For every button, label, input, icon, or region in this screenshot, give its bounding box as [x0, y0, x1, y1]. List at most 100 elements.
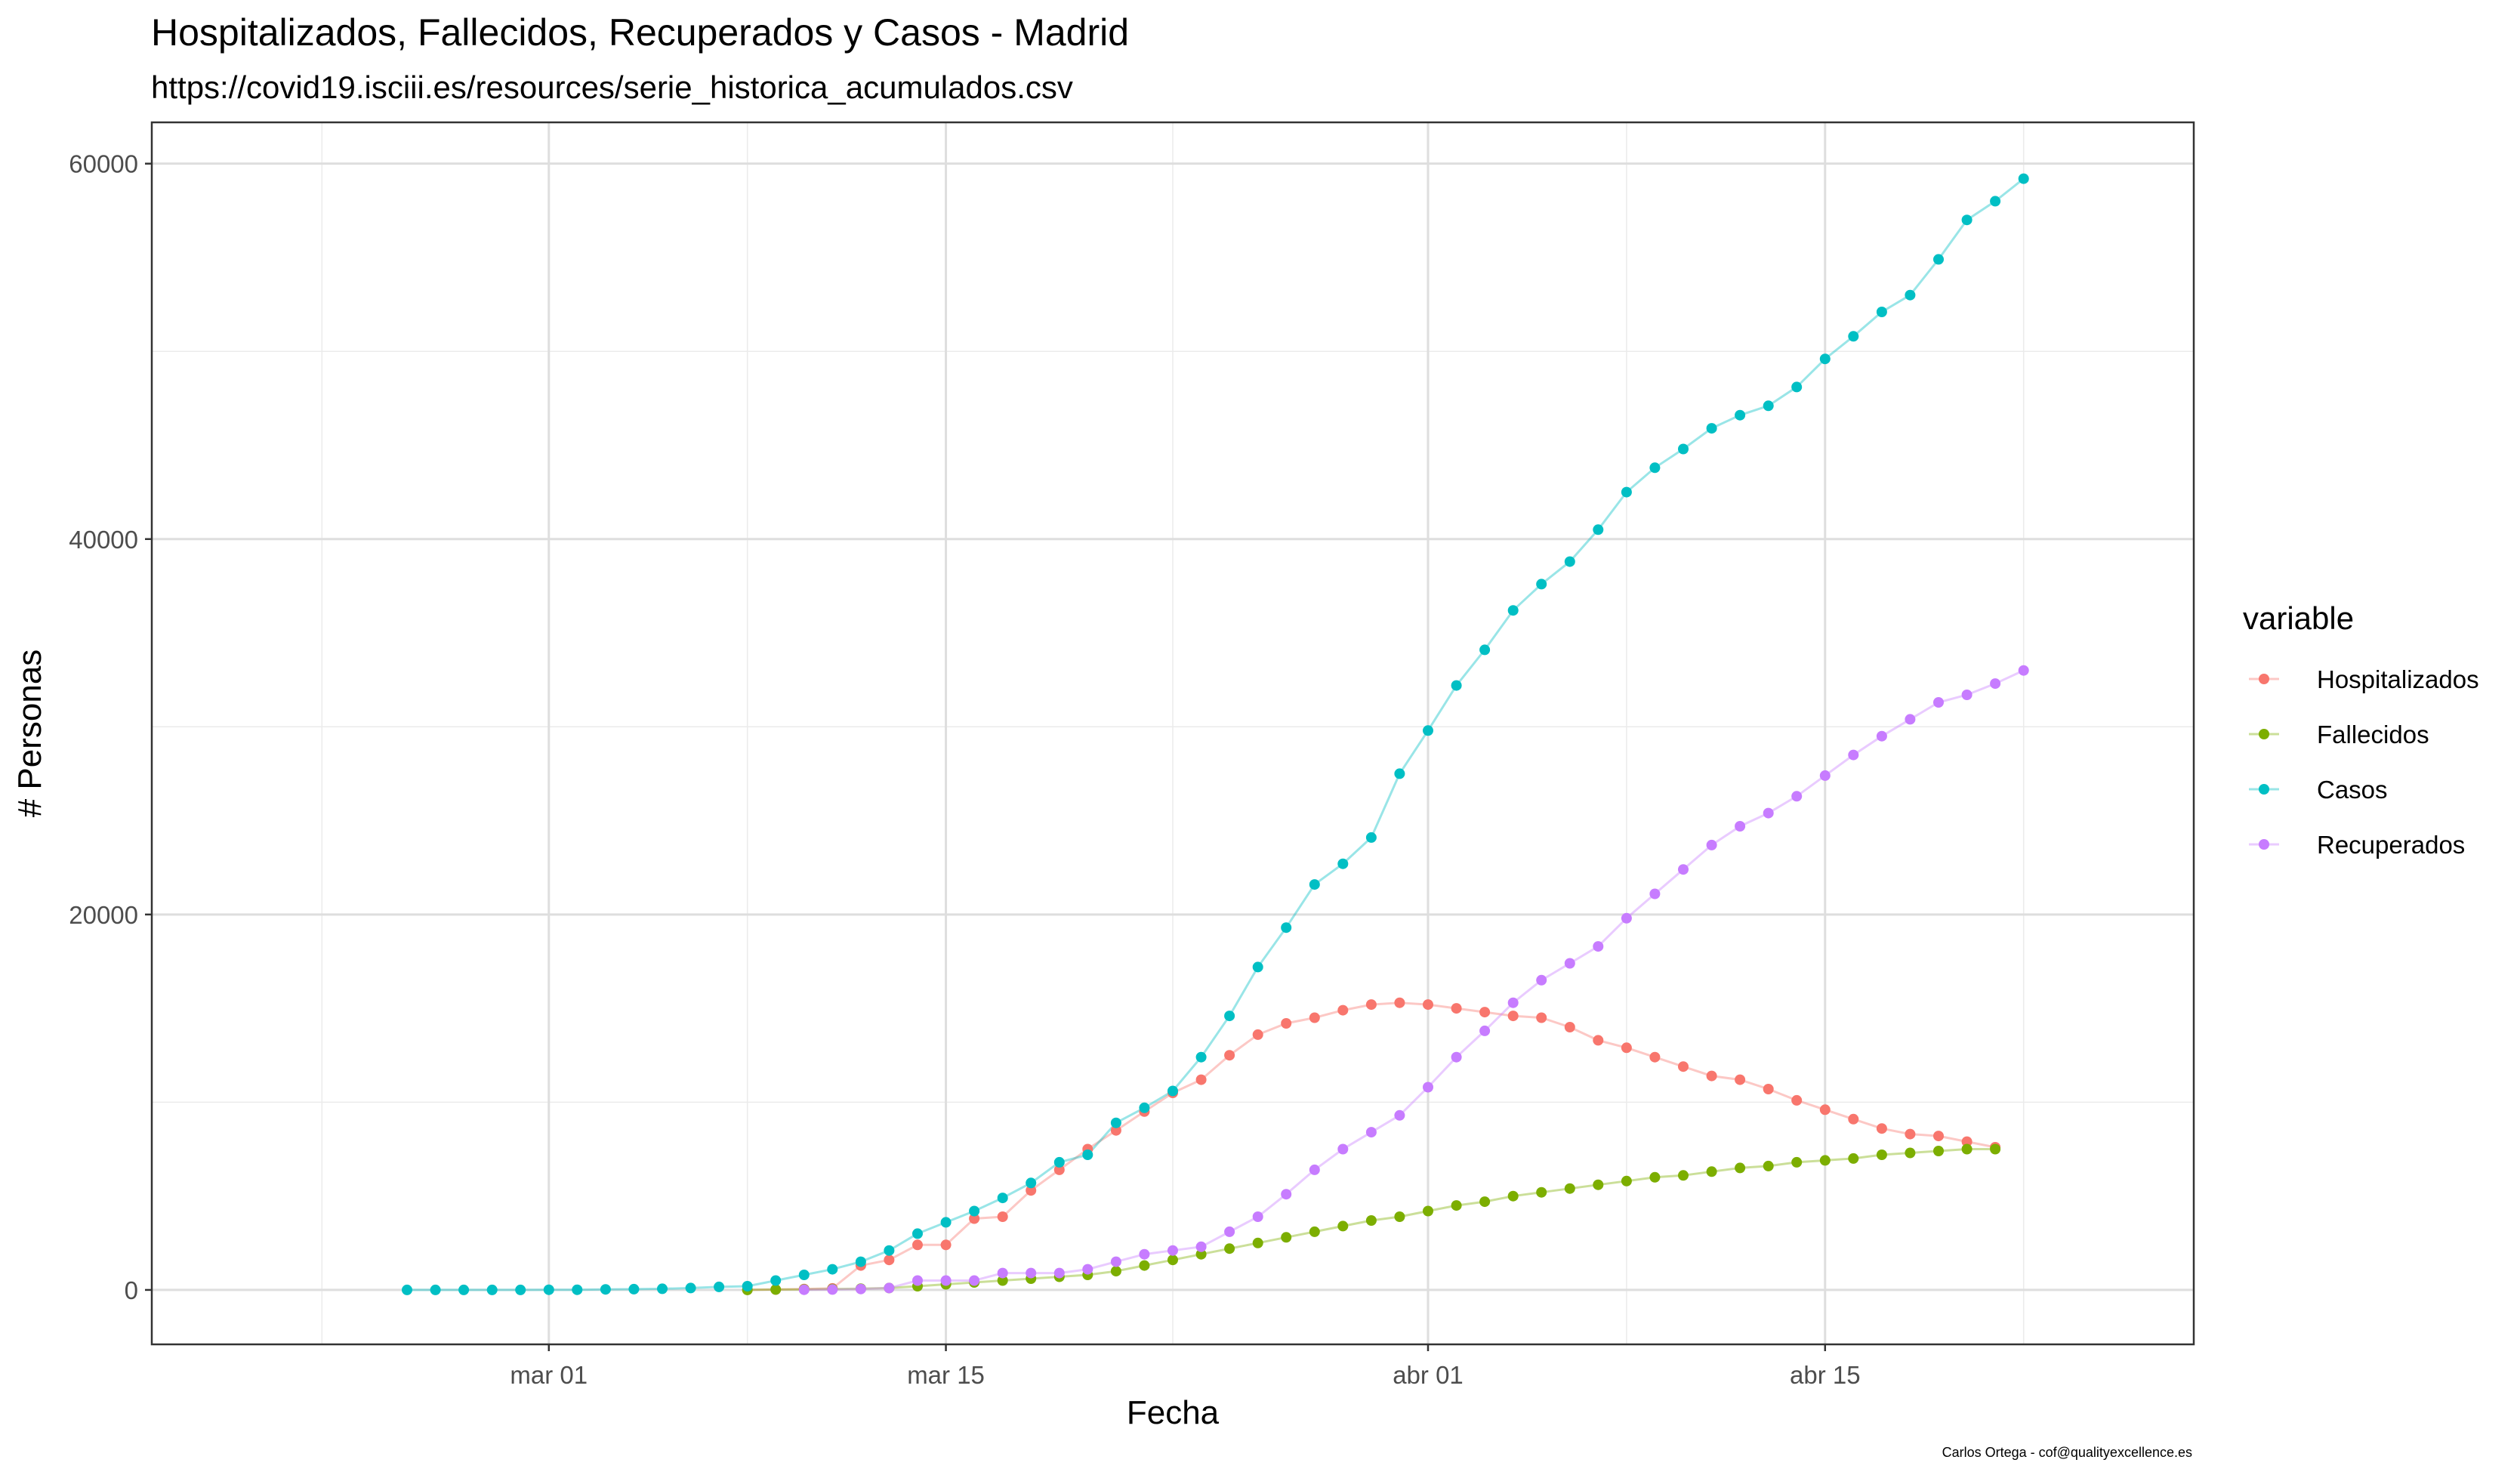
data-point-recuperados: [1479, 1025, 1491, 1036]
data-point-casos: [1990, 196, 2001, 207]
data-point-recuperados: [1763, 807, 1774, 819]
data-point-casos: [940, 1217, 952, 1228]
data-point-casos: [1167, 1085, 1178, 1097]
data-point-hospitalizados: [940, 1239, 952, 1251]
data-point-casos: [1649, 462, 1661, 474]
data-point-fallecidos: [1848, 1153, 1859, 1164]
data-point-fallecidos: [1536, 1187, 1547, 1198]
legend-key-point-fallecidos: [2259, 729, 2269, 739]
data-point-recuperados: [1706, 839, 1717, 850]
data-point-casos: [1110, 1117, 1121, 1128]
data-point-casos: [1848, 331, 1859, 342]
data-point-fallecidos: [1281, 1232, 1292, 1243]
data-point-recuperados: [1507, 997, 1519, 1008]
legend-label-casos: Casos: [2317, 776, 2388, 804]
data-point-casos: [515, 1284, 526, 1295]
data-point-hospitalizados: [1593, 1035, 1604, 1046]
data-point-fallecidos: [1423, 1205, 1433, 1217]
data-point-hospitalizados: [1026, 1185, 1037, 1196]
data-point-hospitalizados: [884, 1254, 895, 1266]
data-point-casos: [1139, 1102, 1150, 1113]
data-point-recuperados: [1365, 1127, 1377, 1138]
legend-key-point-recuperados: [2259, 839, 2269, 850]
data-point-recuperados: [884, 1282, 895, 1294]
data-point-fallecidos: [1451, 1200, 1462, 1211]
data-point-casos: [1876, 307, 1887, 317]
data-point-casos: [1337, 858, 1349, 869]
data-point-casos: [430, 1284, 441, 1295]
data-point-casos: [827, 1264, 838, 1275]
data-point-recuperados: [1564, 958, 1575, 969]
data-point-hospitalizados: [1763, 1084, 1774, 1094]
data-point-hospitalizados: [1905, 1128, 1916, 1140]
x-axis-title: Fecha: [1127, 1394, 1220, 1431]
data-point-casos: [1082, 1150, 1093, 1160]
data-point-casos: [1905, 289, 1916, 301]
legend: variable Hospitalizados Fallecidos Casos Re…: [2243, 600, 2479, 859]
y-tick-label: 20000: [69, 901, 138, 929]
data-point-casos: [685, 1282, 696, 1294]
data-point-fallecidos: [1819, 1155, 1831, 1166]
data-point-recuperados: [1451, 1051, 1462, 1063]
data-point-casos: [770, 1275, 782, 1286]
data-point-recuperados: [1791, 791, 1803, 802]
data-point-recuperados: [1933, 697, 1944, 708]
data-point-casos: [2018, 173, 2029, 184]
data-point-recuperados: [855, 1283, 866, 1295]
data-point-recuperados: [1961, 690, 1973, 700]
data-point-casos: [997, 1193, 1008, 1204]
x-tick-label: mar 01: [510, 1361, 588, 1389]
legend-label-fallecidos: Fallecidos: [2317, 721, 2429, 748]
chart-caption: Carlos Ortega - cof@qualityexcellence.es: [1942, 1445, 2192, 1460]
data-point-hospitalizados: [1252, 1029, 1263, 1040]
data-point-hospitalizados: [1423, 999, 1433, 1011]
data-point-hospitalizados: [1819, 1104, 1831, 1116]
data-point-fallecidos: [1564, 1183, 1575, 1194]
grid-major: [152, 122, 2194, 1344]
y-tick-label: 0: [125, 1276, 138, 1304]
data-point-casos: [884, 1245, 895, 1256]
data-point-hospitalizados: [1564, 1022, 1575, 1032]
y-axis: 0 20000 40000 60000: [69, 150, 152, 1304]
data-point-recuperados: [1082, 1264, 1093, 1275]
data-point-casos: [1706, 423, 1717, 434]
data-point-hospitalizados: [1337, 1004, 1349, 1016]
data-point-fallecidos: [1735, 1162, 1746, 1174]
data-point-casos: [1763, 400, 1774, 412]
data-point-hospitalizados: [1507, 1011, 1519, 1022]
data-point-recuperados: [1678, 864, 1689, 875]
data-point-casos: [1507, 605, 1519, 616]
data-point-recuperados: [1735, 821, 1746, 832]
data-point-recuperados: [1848, 749, 1859, 761]
data-point-recuperados: [1309, 1164, 1320, 1175]
y-tick-label: 40000: [69, 526, 138, 554]
data-point-fallecidos: [1167, 1254, 1178, 1266]
data-point-casos: [742, 1281, 753, 1291]
data-point-fallecidos: [1139, 1260, 1150, 1271]
data-point-fallecidos: [1309, 1226, 1320, 1237]
data-point-casos: [1252, 961, 1263, 973]
data-point-recuperados: [969, 1275, 980, 1286]
x-axis: mar 01 mar 15 abr 01 abr 15: [510, 1344, 1861, 1389]
x-tick-label: abr 15: [1790, 1361, 1861, 1389]
data-point-casos: [402, 1284, 412, 1295]
data-point-fallecidos: [1649, 1171, 1661, 1183]
data-point-fallecidos: [1933, 1146, 1944, 1156]
data-point-casos: [1365, 832, 1377, 843]
data-point-casos: [1394, 768, 1405, 779]
data-point-recuperados: [1621, 912, 1632, 924]
data-point-casos: [798, 1270, 810, 1280]
data-point-hospitalizados: [1479, 1007, 1491, 1018]
data-point-casos: [486, 1284, 498, 1295]
data-point-recuperados: [1536, 974, 1547, 986]
legend-key-point-casos: [2259, 784, 2269, 795]
data-point-fallecidos: [1224, 1243, 1235, 1254]
data-point-casos: [1053, 1156, 1065, 1168]
legend-label-hospitalizados: Hospitalizados: [2317, 665, 2479, 693]
legend-title: variable: [2243, 600, 2354, 636]
y-tick-label: 60000: [69, 150, 138, 178]
data-point-recuperados: [798, 1284, 810, 1295]
data-point-casos: [855, 1256, 866, 1267]
data-point-recuperados: [1394, 1109, 1405, 1121]
